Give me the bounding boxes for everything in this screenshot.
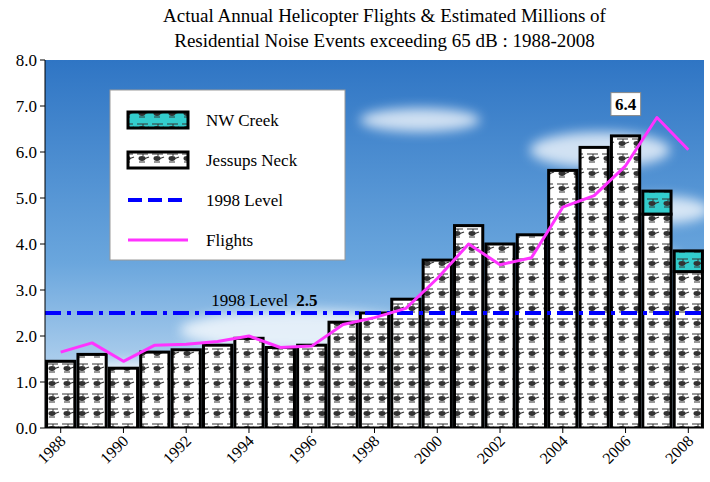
legend-label: 1998 Level [206,191,283,210]
bar [329,322,357,428]
x-tick-label: 2002 [473,432,508,467]
legend-box [110,90,345,260]
y-tick-label: 4.0 [16,235,37,254]
sky [45,60,704,428]
annotation: 6.4 [611,93,641,116]
bar [392,299,420,428]
x-tick [374,428,375,433]
bar [643,191,671,214]
y-tick [40,290,45,291]
x-tick [311,428,312,433]
x-tick [437,428,438,433]
legend-label: Flights [206,231,253,250]
x-tick-label: 1990 [97,432,132,467]
x-tick-label: 1994 [222,432,257,467]
legend-label: NW Creek [206,111,279,130]
reference-line [45,311,704,315]
x-tick-label: 1996 [285,432,320,467]
bar [611,136,639,428]
y-tick [40,244,45,245]
y-tick-label: 0.0 [16,419,37,438]
title-line: Actual Annual Helicopter Flights & Estim… [163,5,606,26]
y-tick [40,428,45,429]
y-tick [40,336,45,337]
y-tick-label: 3.0 [16,281,37,300]
bar [360,313,388,428]
x-tick [500,428,501,433]
title: Actual Annual Helicopter Flights & Estim… [163,5,606,51]
reference-value: 2.5 [296,291,317,310]
x-tick-label: 2004 [536,432,571,467]
y-tick [40,152,45,153]
x-tick-label: 2000 [411,432,446,467]
y-tick-label: 6.0 [16,143,37,162]
legend-swatch [128,239,188,242]
line [61,118,689,362]
x-tick [562,428,563,433]
title-text: Actual Annual Helicopter Flights & Estim… [163,5,606,51]
y-tick [40,382,45,383]
bar [674,251,702,272]
axes: 0.0 1.0 2.0 3.0 4.0 5.0 6.0 7.0 8.0 1988 1990 1992 1… [16,51,704,467]
y-tick [40,198,45,199]
x-tick-label: 1998 [348,432,383,467]
x-tick-label: 1988 [34,432,69,467]
y-tick-label: 8.0 [16,51,37,70]
y-tick-label: 5.0 [16,189,37,208]
bar [674,272,702,428]
y-tick [40,106,45,107]
x-tick [625,428,626,433]
y-tick [40,60,45,61]
marks [45,118,704,429]
annotation-box [611,93,641,116]
reference-label: 1998 Level [211,291,288,310]
y-tick-label: 7.0 [16,97,37,116]
y-tick-label: 2.0 [16,327,37,346]
y-tick-label: 1.0 [16,373,37,392]
title-line: Residential Noise Events exceeding 65 dB… [174,30,595,51]
bar [109,368,137,428]
bar [266,348,294,429]
legend-swatch [128,152,188,168]
x-tick-label: 1992 [160,432,195,467]
annotation-text: 6.4 [615,95,637,114]
bar [423,260,451,428]
background [45,60,704,428]
bar [203,345,231,428]
chart: Actual Annual Helicopter Flights & Estim… [0,0,710,482]
bar [141,352,169,428]
x-tick-label: 2008 [662,432,697,467]
cloud [360,108,480,132]
bar [486,244,514,428]
bar [298,345,326,428]
bar [172,350,200,428]
bar [235,338,263,428]
bar [580,147,608,428]
legend-swatch [128,112,188,128]
legend-swatch [128,198,188,202]
legend: NW Creek Jessups Neck 1998 Level Flights [110,90,345,260]
bar [517,235,545,428]
bar [78,354,106,428]
x-tick [248,428,249,433]
x-tick [60,428,61,433]
x-tick-label: 2006 [599,432,634,467]
legend-label: Jessups Neck [206,151,298,170]
x-tick [186,428,187,433]
bar [643,214,671,428]
x-tick [688,428,689,433]
bar [47,361,75,428]
x-tick [123,428,124,433]
